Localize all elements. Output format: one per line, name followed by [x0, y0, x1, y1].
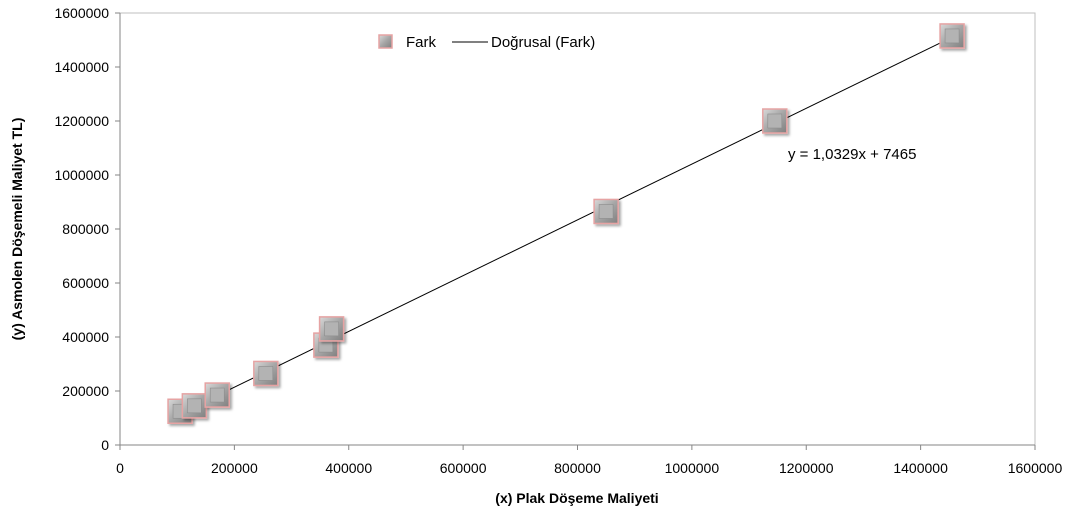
data-points	[167, 23, 965, 424]
y-tick-label: 800000	[62, 221, 109, 237]
x-tick-label: 1600000	[1008, 460, 1063, 476]
data-point	[253, 360, 279, 387]
data-point-bevel	[767, 113, 783, 129]
x-axis-title: (x) Plak Döşeme Maliyeti	[495, 490, 658, 506]
x-tick-label: 800000	[554, 460, 601, 476]
y-tick-label: 1000000	[54, 167, 109, 183]
x-tick-label: 1200000	[779, 460, 834, 476]
y-tick-label: 1400000	[54, 59, 109, 75]
x-tick-label: 200000	[211, 460, 258, 476]
legend: Fark Doğrusal (Fark)	[378, 34, 595, 51]
data-point-bevel	[944, 28, 960, 44]
data-point-bevel	[187, 398, 202, 414]
x-tick-label: 400000	[325, 460, 372, 476]
data-point-bevel	[598, 204, 614, 219]
data-point-marker	[204, 382, 230, 408]
data-point	[318, 316, 345, 342]
x-tick-label: 1000000	[665, 460, 720, 476]
data-point-marker	[253, 360, 279, 387]
trendline	[179, 36, 953, 415]
y-tick-label: 0	[101, 437, 109, 453]
data-point	[762, 108, 788, 134]
y-tick-label: 400000	[62, 329, 109, 345]
trendline-group	[179, 36, 953, 415]
x-axis-ticks: 0 200000 400000 600000 800000 1000000 1200000 1…	[116, 445, 1062, 476]
y-tick-label: 200000	[62, 383, 109, 399]
y-axis-title: (y) Asmolen Döşemeli Maliyet TL)	[9, 118, 25, 341]
y-tick-label: 1200000	[54, 113, 109, 129]
data-point	[939, 23, 965, 49]
data-point-marker	[181, 393, 208, 419]
data-point-bevel	[258, 366, 274, 381]
data-point	[593, 198, 619, 225]
y-tick-label: 600000	[62, 275, 109, 291]
legend-label-fark: Fark	[406, 34, 437, 51]
y-axis-ticks: 0 200000 400000 600000 800000 1000000 1200000 1…	[54, 5, 120, 453]
legend-marker-fark	[378, 34, 393, 49]
data-point	[204, 382, 230, 408]
trendline-equation: y = 1,0329x + 7465	[788, 146, 916, 163]
data-point-marker	[939, 23, 965, 49]
data-point-bevel	[324, 321, 339, 337]
x-tick-label: 0	[116, 460, 124, 476]
x-tick-label: 600000	[440, 460, 487, 476]
legend-label-trendline: Doğrusal (Fark)	[491, 34, 595, 51]
data-point	[181, 393, 208, 419]
data-point-bevel	[209, 387, 225, 403]
x-tick-label: 1400000	[893, 460, 948, 476]
y-tick-label: 1600000	[54, 5, 109, 21]
